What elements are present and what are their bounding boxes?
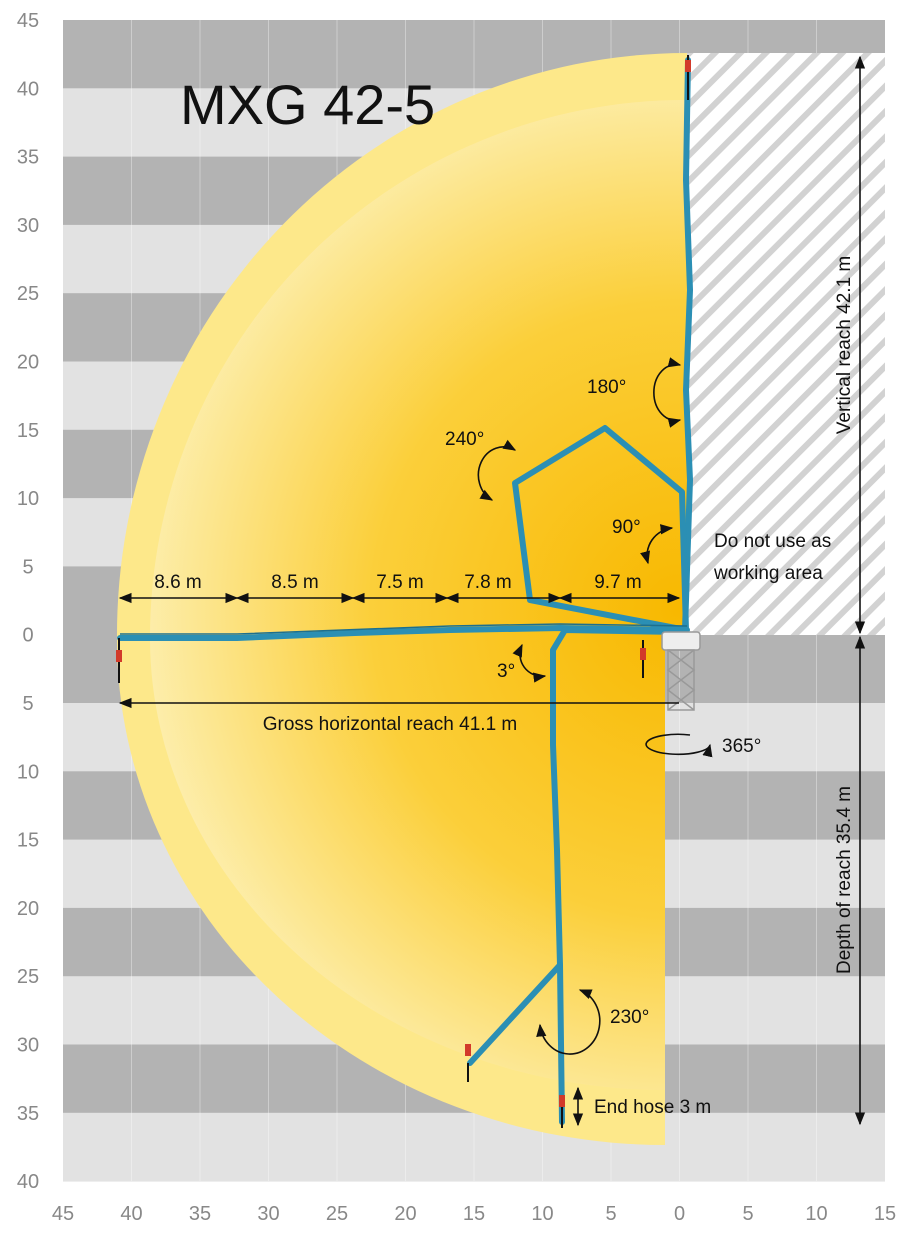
- boom-line: [120, 623, 688, 635]
- x-axis-label: 15: [874, 1203, 896, 1225]
- hose-tip: [116, 650, 122, 662]
- y-axis-label: 5: [22, 556, 33, 578]
- depth-reach-label: Depth of reach 35.4 m: [834, 786, 855, 974]
- title: MXG 42-5: [180, 73, 435, 136]
- angle-arrows: [477, 357, 713, 1055]
- boom-folded: [512, 425, 689, 633]
- angle-label: 365°: [722, 736, 761, 757]
- section-label: 7.5 m: [376, 572, 424, 593]
- x-axis-label: 15: [463, 1203, 485, 1225]
- y-axis-label: 10: [17, 761, 39, 783]
- y-axis-label: 20: [17, 352, 39, 374]
- y-axis-label: 20: [17, 898, 39, 920]
- mast: [661, 631, 701, 711]
- y-axis-label: 10: [17, 488, 39, 510]
- x-axis-label: 30: [257, 1203, 279, 1225]
- gross-reach-label: Gross horizontal reach 41.1 m: [263, 714, 518, 735]
- band: [63, 1112, 885, 1182]
- boom-branch: [467, 962, 563, 1066]
- y-axis-label: 15: [17, 830, 39, 852]
- angle-label: 240°: [445, 429, 484, 450]
- y-axis-label: 40: [17, 78, 39, 100]
- boom-vertical: [682, 57, 693, 633]
- angle-label: 3°: [497, 661, 515, 682]
- end-hose-label: End hose 3 m: [594, 1097, 711, 1118]
- x-axis-label: 5: [742, 1203, 753, 1225]
- boom: [116, 55, 693, 1128]
- y-axis-label: 30: [17, 1035, 39, 1057]
- dimensions: [118, 55, 866, 1127]
- y-axis-label: 40: [17, 1171, 39, 1193]
- section-label: 8.5 m: [271, 572, 319, 593]
- y-axis-label: 25: [17, 966, 39, 988]
- section-label: 8.6 m: [154, 572, 202, 593]
- y-axis-label: 35: [17, 1103, 39, 1125]
- x-axis-label: 25: [326, 1203, 348, 1225]
- vertical-reach-label: Vertical reach 42.1 m: [834, 256, 855, 434]
- y-axis-label: 45: [17, 10, 39, 32]
- x-axis-label: 0: [674, 1203, 685, 1225]
- section-label: 9.7 m: [594, 572, 642, 593]
- y-axis-label: 0: [22, 625, 33, 647]
- hose-tip: [685, 60, 691, 72]
- axes: 45 40 35 30 25 20 15 10 5 0 5 10 15 20 25 30 35 40 45 40 35 3…: [17, 10, 896, 1225]
- angle-label: 180°: [587, 377, 626, 398]
- hose-tip: [640, 648, 646, 660]
- section-label: 7.8 m: [464, 572, 512, 593]
- x-axis-label: 20: [394, 1203, 416, 1225]
- y-axis-label: 25: [17, 283, 39, 305]
- x-axis-label: 10: [531, 1203, 553, 1225]
- hose-tip: [465, 1044, 471, 1056]
- y-axis-label: 35: [17, 147, 39, 169]
- angle-label: 90°: [612, 517, 641, 538]
- y-axis-label: 15: [17, 420, 39, 442]
- x-axis-label: 45: [52, 1203, 74, 1225]
- y-axis-label: 30: [17, 215, 39, 237]
- x-axis-label: 5: [605, 1203, 616, 1225]
- angle-label: 230°: [610, 1007, 649, 1028]
- restricted-label: working area: [713, 563, 823, 584]
- restricted-area: [687, 53, 885, 635]
- x-axis-label: 35: [189, 1203, 211, 1225]
- restricted-label: Do not use as: [714, 531, 831, 552]
- x-axis-label: 10: [805, 1203, 827, 1225]
- x-axis-label: 40: [120, 1203, 142, 1225]
- hose-tip: [559, 1095, 565, 1107]
- y-axis-label: 5: [22, 693, 33, 715]
